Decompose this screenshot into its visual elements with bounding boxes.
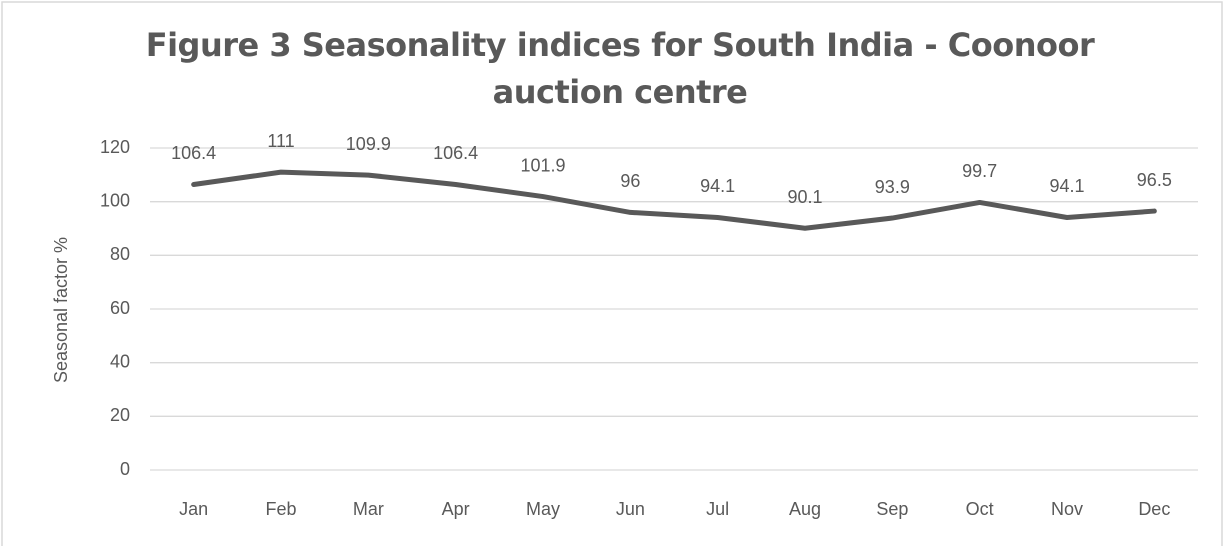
x-tick-label: Sep <box>876 499 908 519</box>
data-label: 94.1 <box>1049 176 1084 196</box>
y-tick-label: 40 <box>110 351 130 371</box>
x-tick-label: Nov <box>1051 499 1083 519</box>
data-label: 93.9 <box>875 177 910 197</box>
y-tick-label: 120 <box>100 137 130 157</box>
data-label: 96 <box>620 171 640 191</box>
data-label: 111 <box>267 131 294 151</box>
y-tick-label: 60 <box>110 298 130 318</box>
chart-title: Figure 3 Seasonality indices for South I… <box>145 26 1095 111</box>
y-tick-label: 0 <box>120 459 130 479</box>
data-label: 90.1 <box>787 187 822 207</box>
x-tick-label: Jun <box>616 499 645 519</box>
y-axis-label: Seasonal factor % <box>51 237 71 383</box>
series-line <box>191 169 1157 231</box>
data-label: 94.1 <box>700 176 735 196</box>
data-label: 109.9 <box>346 134 391 154</box>
y-tick-label: 20 <box>110 405 130 425</box>
x-tick-label: Jan <box>179 499 208 519</box>
x-tick-label: Jul <box>706 499 729 519</box>
y-tick-label: 100 <box>100 190 130 210</box>
y-tick-label: 80 <box>110 244 130 264</box>
x-tick-label: Mar <box>353 499 384 519</box>
x-tick-label: Oct <box>966 499 994 519</box>
x-tick-label: Feb <box>265 499 296 519</box>
data-label: 106.4 <box>171 143 216 163</box>
data-label: 96.5 <box>1137 170 1172 190</box>
x-tick-label: Apr <box>442 499 470 519</box>
data-label: 106.4 <box>433 143 478 163</box>
x-tick-label: May <box>526 499 560 519</box>
x-tick-label: Dec <box>1138 499 1170 519</box>
data-label: 99.7 <box>962 161 997 181</box>
data-label: 101.9 <box>520 155 565 175</box>
x-tick-label: Aug <box>789 499 821 519</box>
